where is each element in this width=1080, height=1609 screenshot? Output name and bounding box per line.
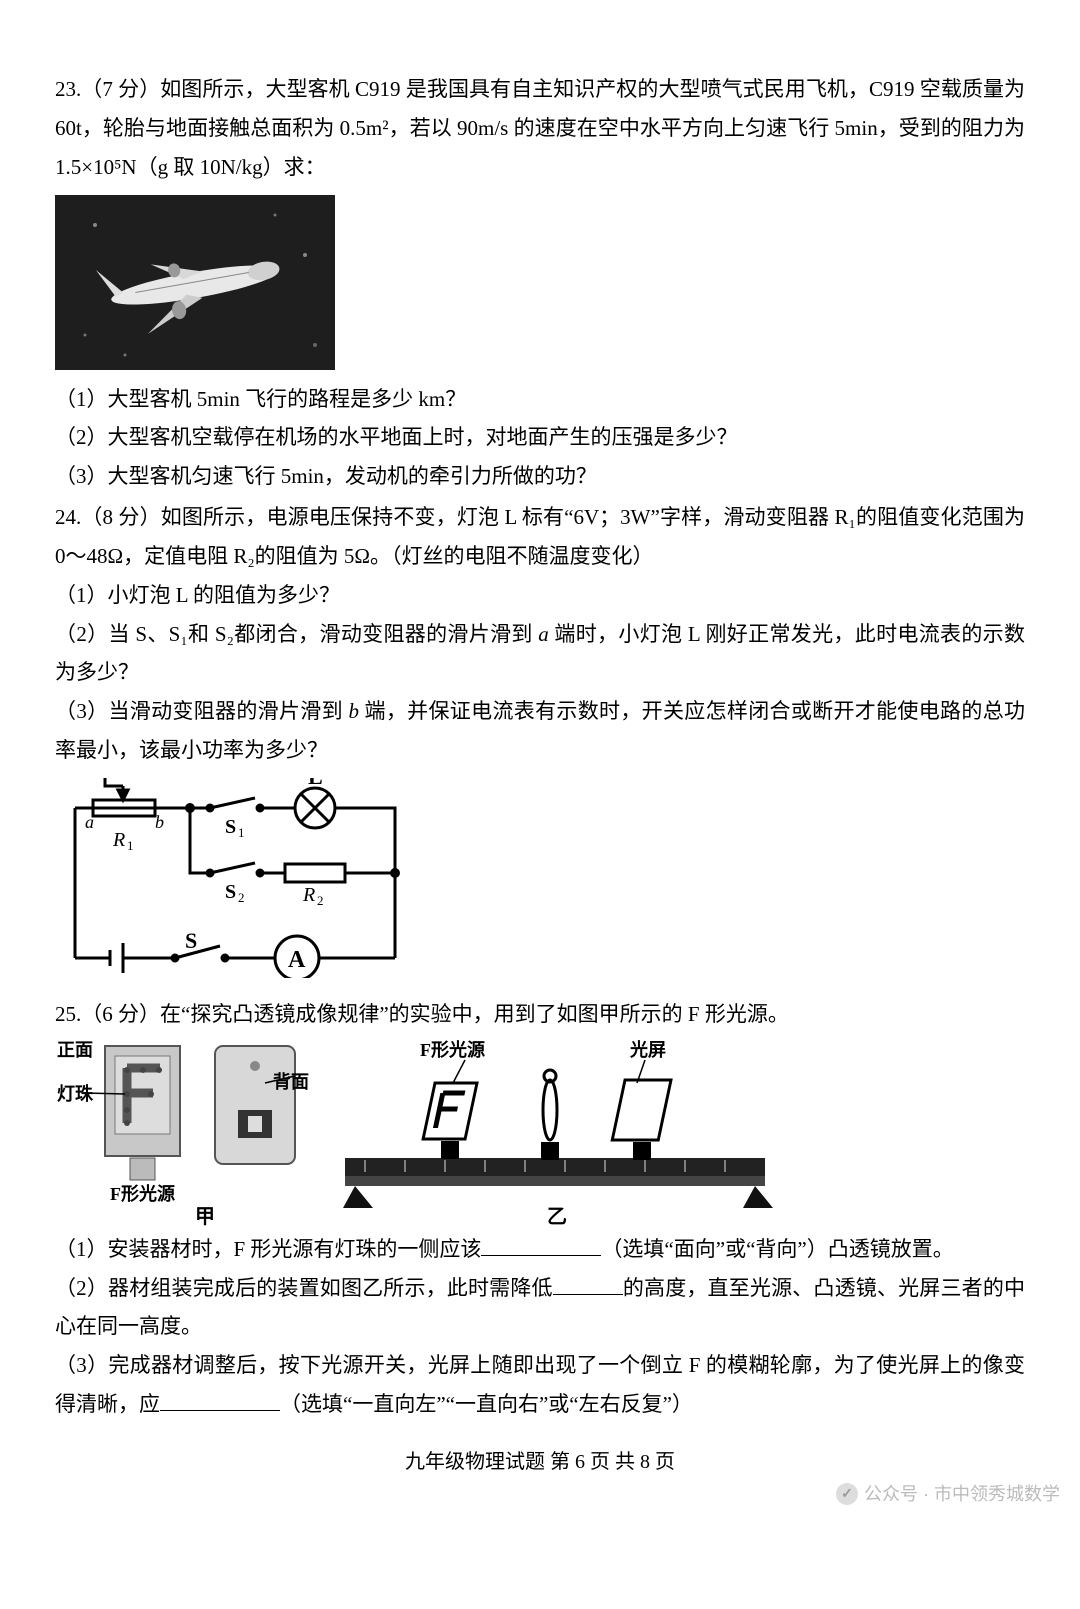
svg-text:R: R [112, 829, 125, 851]
question-23: 23.（7 分）如图所示，大型客机 C919 是我国具有自主知识产权的大型喷气式… [55, 70, 1025, 496]
q25-s2a: （2）器材组装完成后的装置如图乙所示，此时需降低 [55, 1276, 553, 1300]
svg-text:S: S [225, 881, 236, 903]
q25-s3b: （选填“一直向左”“一直向右”或“左右反复”） [280, 1392, 693, 1416]
q24-sub1: （1）小灯泡 L 的阻值为多少？ [55, 576, 1025, 615]
figure-jia: 正面 灯珠 F形光源 背面 甲 [55, 1038, 315, 1228]
svg-text:正面: 正面 [57, 1040, 93, 1060]
blank-3[interactable] [160, 1388, 280, 1411]
q23-sub1: （1）大型客机 5min 飞行的路程是多少 km？ [55, 380, 1025, 419]
svg-text:A: A [288, 947, 306, 973]
svg-text:光屏: 光屏 [629, 1039, 666, 1060]
q25-s1b: （选填“面向”或“背向”）凸透镜放置。 [601, 1237, 953, 1261]
svg-text:甲: 甲 [195, 1206, 215, 1228]
q24-s3-b-end: b [348, 699, 359, 723]
page-footer: 九年级物理试题 第 6 页 共 8 页 [55, 1444, 1025, 1481]
svg-text:L: L [308, 778, 323, 789]
q23-sub3: （3）大型客机匀速飞行 5min，发动机的牵引力所做的功？ [55, 457, 1025, 496]
question-25: 25.（6 分）在“探究凸透镜成像规律”的实验中，用到了如图甲所示的 F 形光源… [55, 995, 1025, 1424]
svg-text:S: S [225, 816, 236, 838]
q24-s2a: （2）当 S、S₁和 S₂都闭合，滑动变阻器的滑片滑到 [55, 622, 538, 646]
q25-sub3: （3）完成器材调整后，按下光源开关，光屏上随即出现了一个倒立 F 的模糊轮廓，为… [55, 1346, 1025, 1424]
svg-text:1: 1 [127, 838, 134, 853]
watermark: ✓ 公众号 · 市中领秀城数学 [836, 1478, 1060, 1511]
question-24: 24.（8 分）如图所示，电源电压保持不变，灯泡 L 标有“6V；3W”字样，滑… [55, 498, 1025, 991]
svg-text:乙: 乙 [547, 1206, 567, 1228]
svg-text:2: 2 [317, 893, 324, 908]
q23-head: 23.（7 分）如图所示，大型客机 C919 是我国具有自主知识产权的大型喷气式… [55, 70, 1025, 187]
svg-text:2: 2 [238, 890, 245, 905]
watermark-text: 公众号 · 市中领秀城数学 [864, 1478, 1060, 1511]
q24-sub2: （2）当 S、S₁和 S₂都闭合，滑动变阻器的滑片滑到 a 端时，小灯泡 L 刚… [55, 615, 1025, 693]
svg-text:S: S [185, 928, 197, 953]
svg-text:背面: 背面 [273, 1071, 309, 1092]
q25-sub1: （1）安装器材时，F 形光源有灯珠的一侧应该 （选填“面向”或“背向”）凸透镜放置… [55, 1230, 1025, 1269]
q25-s1a: （1）安装器材时，F 形光源有灯珠的一侧应该 [55, 1237, 481, 1261]
lens-figure: 正面 灯珠 F形光源 背面 甲 F形光源 光屏 [55, 1038, 1025, 1228]
wechat-icon: ✓ [836, 1483, 858, 1505]
q24-sub3: （3）当滑动变阻器的滑片滑到 b 端，并保证电流表有示数时，开关应怎样闭合或断开… [55, 692, 1025, 770]
svg-text:a: a [85, 812, 94, 832]
q24-s2-a-end: a [538, 622, 549, 646]
svg-text:R: R [302, 884, 315, 906]
q25-head: 25.（6 分）在“探究凸透镜成像规律”的实验中，用到了如图甲所示的 F 形光源… [55, 995, 1025, 1034]
q24-head: 24.（8 分）如图所示，电源电压保持不变，灯泡 L 标有“6V；3W”字样，滑… [55, 498, 1025, 576]
svg-text:1: 1 [238, 825, 245, 840]
q24-s3a: （3）当滑动变阻器的滑片滑到 [55, 699, 348, 723]
airplane-figure [55, 195, 335, 370]
blank-2[interactable] [553, 1271, 623, 1294]
blank-1[interactable] [481, 1233, 601, 1256]
figure-yi: F形光源 光屏 [325, 1038, 785, 1228]
svg-text:灯珠: 灯珠 [57, 1084, 94, 1104]
q23-sub2: （2）大型客机空载停在机场的水平地面上时，对地面产生的压强是多少？ [55, 418, 1025, 457]
svg-text:F形光源: F形光源 [110, 1183, 175, 1204]
svg-text:b: b [155, 812, 164, 832]
svg-text:F形光源: F形光源 [420, 1039, 485, 1060]
circuit-figure: a b R 1 S 1 L S 2 [55, 778, 1025, 991]
q25-sub2: （2）器材组装完成后的装置如图乙所示，此时需降低的高度，直至光源、凸透镜、光屏三… [55, 1269, 1025, 1347]
